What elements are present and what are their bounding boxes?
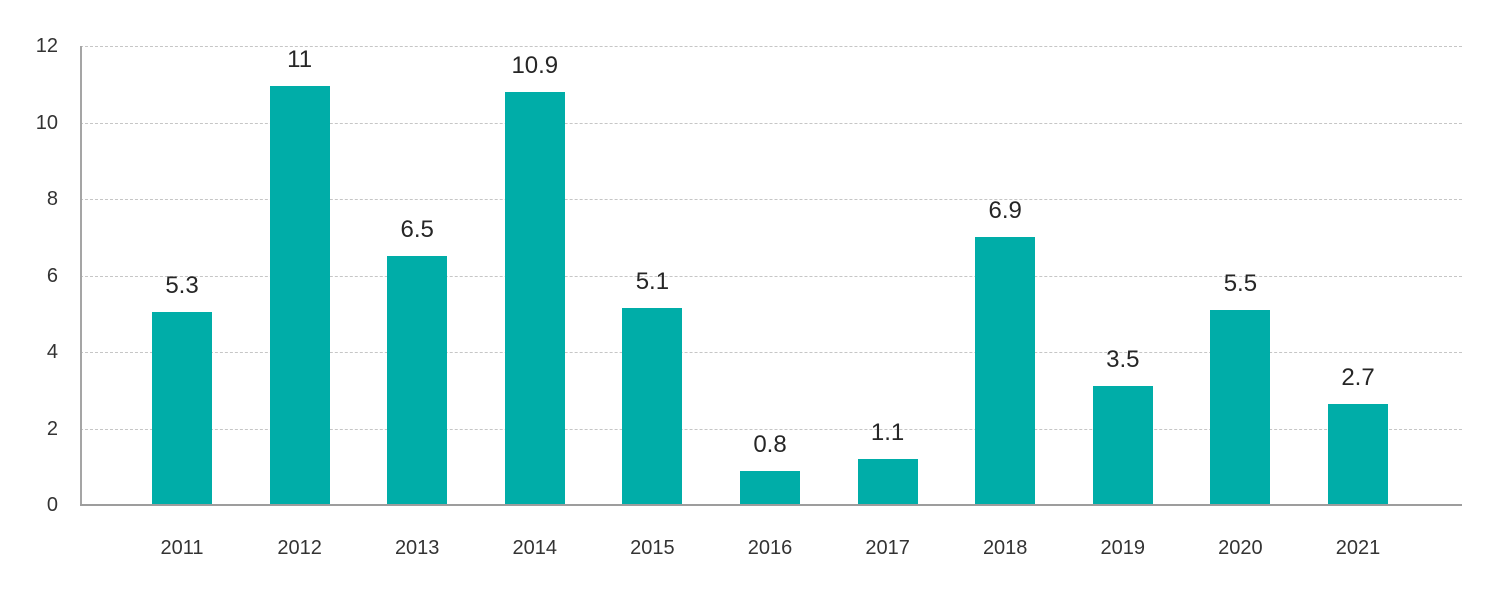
x-tick-label-2016: 2016	[747, 537, 793, 559]
x-tick-label-2019: 2019	[1100, 537, 1146, 559]
x-tick-label-2011: 2011	[160, 537, 204, 559]
y-tick-label: 2	[46, 417, 58, 440]
bar-2018	[975, 237, 1036, 504]
y-axis-line	[80, 46, 82, 505]
bar-value-label-2021: 2.7	[1341, 363, 1375, 391]
x-tick-label-2014: 2014	[512, 537, 558, 559]
x-tick-label-2020: 2020	[1218, 537, 1263, 559]
gridline-12	[80, 46, 1462, 47]
y-tick-label: 4	[46, 341, 58, 363]
gridline-6	[80, 275, 1462, 277]
y-tick-label: 12	[35, 35, 58, 57]
x-tick-label-2018: 2018	[982, 537, 1028, 559]
bar-value-label-2012: 11	[287, 46, 313, 74]
x-tick-label-2012: 2012	[277, 537, 322, 559]
x-tick-label-2017: 2017	[865, 537, 910, 559]
bar-2017	[857, 459, 918, 504]
gridline-8	[80, 199, 1462, 200]
bar-value-label-2014: 10.9	[511, 51, 559, 79]
x-tick-label-2013: 2013	[394, 537, 440, 559]
y-tick-label: 10	[35, 111, 58, 134]
x-tick-label-2015: 2015	[630, 537, 675, 559]
x-axis-line	[80, 504, 1462, 506]
bar-2014	[504, 91, 565, 504]
y-tick-label: 8	[46, 188, 58, 210]
gridline-10	[80, 122, 1462, 124]
x-tick-label-2021: 2021	[1335, 537, 1381, 559]
bar-2019	[1092, 386, 1153, 504]
y-tick-label: 6	[46, 264, 58, 287]
gridline-4	[80, 352, 1462, 353]
bar-value-label-2017: 1.1	[870, 419, 905, 447]
bar-value-label-2015: 5.1	[635, 268, 670, 295]
bar-2011	[152, 311, 212, 504]
bar-2015	[622, 308, 683, 504]
bar-2012	[269, 86, 330, 504]
bar-value-label-2013: 6.5	[400, 216, 434, 244]
bar-value-label-2011: 5.3	[165, 271, 199, 299]
bar-2020	[1210, 309, 1271, 504]
gridline-2	[80, 428, 1462, 430]
bar-value-label-2020: 5.5	[1223, 269, 1258, 297]
bar-2021	[1328, 403, 1388, 504]
bar-value-label-2018: 6.9	[988, 197, 1022, 225]
bar-2013	[387, 256, 448, 504]
y-tick-label: 0	[46, 494, 58, 516]
bar-value-label-2016: 0.8	[753, 430, 787, 458]
bar-2016	[740, 470, 800, 504]
bar-value-label-2019: 3.5	[1106, 346, 1140, 374]
